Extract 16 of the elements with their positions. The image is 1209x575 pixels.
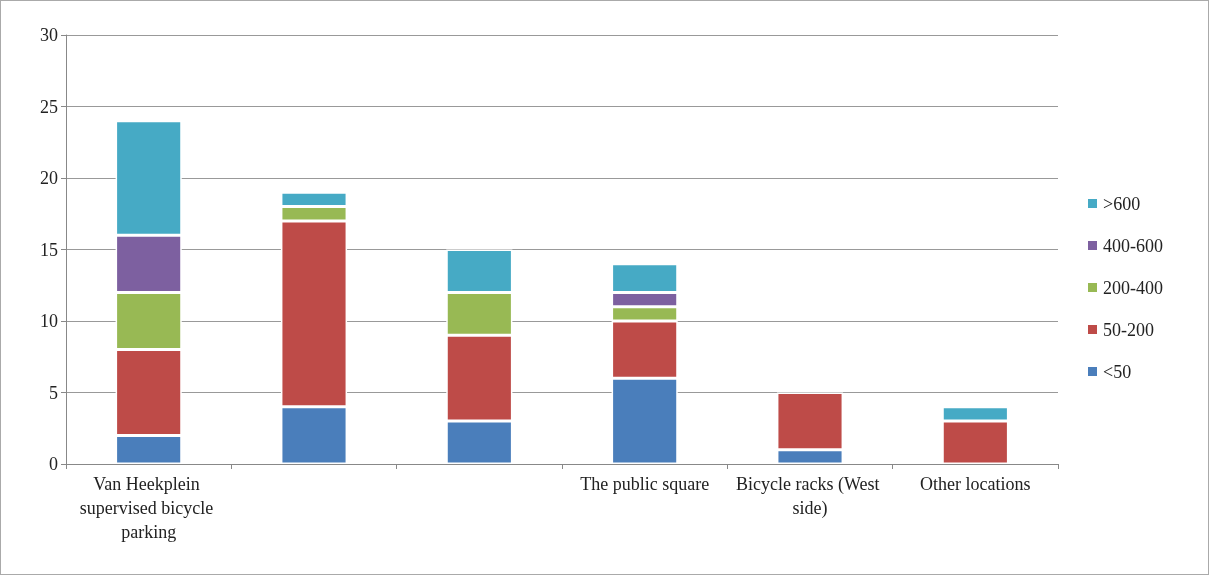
legend-label: 50-200 (1103, 319, 1155, 340)
y-tick-label: 5 (49, 382, 58, 403)
x-tick-label: The public square (580, 474, 710, 494)
y-tick-label: 25 (40, 96, 58, 117)
x-tick-label: Bicycle racks (West side) (736, 474, 884, 519)
x-tick-label: Van Heekplein supervised bicycle parking (79, 474, 218, 542)
legend-label: >600 (1103, 193, 1141, 214)
y-tick-label: 30 (40, 25, 58, 45)
y-tick-label: 10 (40, 311, 58, 331)
x-tick-label: Other locations (920, 474, 1031, 494)
legend-label: 400-600 (1103, 235, 1164, 256)
y-tick-label: 15 (40, 239, 58, 260)
legend-label: 200-400 (1103, 277, 1164, 298)
legend-label: <50 (1103, 361, 1132, 382)
y-tick-label: 0 (49, 454, 58, 474)
y-tick-label: 20 (40, 168, 58, 188)
